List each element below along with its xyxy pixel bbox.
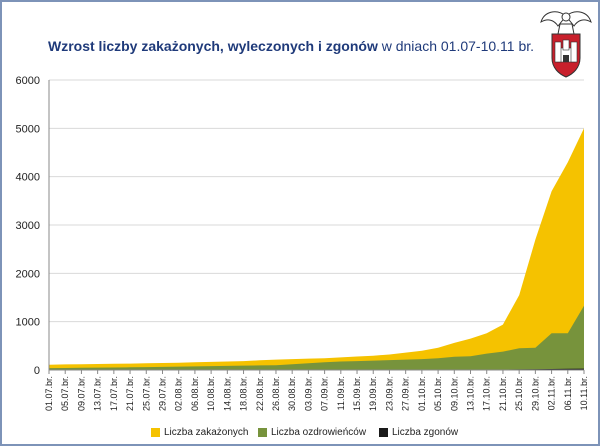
- x-tick-label: 17.10.br.: [482, 376, 492, 411]
- area-infected: [49, 128, 584, 370]
- x-tick-label: 26.08.br.: [271, 376, 281, 411]
- x-tick-label: 23.09.br.: [384, 376, 394, 411]
- x-tick-label: 19.09.br.: [368, 376, 378, 411]
- x-tick-label: 05.07.br.: [60, 376, 70, 411]
- y-tick-label: 2000: [16, 268, 40, 280]
- y-tick-label: 0: [34, 365, 40, 377]
- legend-swatch-deaths: [379, 428, 388, 437]
- legend-swatch-infected: [151, 428, 160, 437]
- legend-swatch-recovered: [258, 428, 267, 437]
- x-tick-label: 03.09.br.: [303, 376, 313, 411]
- x-tick-label: 07.09.br.: [320, 376, 330, 411]
- y-tick-label: 6000: [16, 75, 40, 87]
- legend-label-deaths: Liczba zgonów: [392, 427, 459, 438]
- chart-title-bold: Wzrost liczby zakażonych, wyleczonych i …: [48, 38, 378, 54]
- area-recovered: [49, 305, 584, 370]
- y-tick-label: 3000: [16, 220, 40, 232]
- area-chart: 0 1000 2000 3000 4000 5000 6000 01.07.br. 05.07…: [16, 75, 589, 411]
- legend-label-recovered: Liczba ozdrowieńców: [271, 427, 367, 438]
- legend-item-infected: Liczba zakażonych: [151, 427, 249, 438]
- x-tick-label: 01.07.br.: [44, 376, 54, 411]
- x-tick-label: 10.08.br.: [206, 376, 216, 411]
- x-tick-label: 02.08.br.: [174, 376, 184, 411]
- legend-item-deaths: Liczba zgonów: [379, 427, 458, 438]
- x-tick-label: 17.07.br.: [109, 376, 119, 411]
- chart-title: Wzrost liczby zakażonych, wyleczonych i …: [48, 38, 534, 54]
- x-tick-label: 05.10.br.: [433, 376, 443, 411]
- x-tick-label: 11.09.br.: [336, 376, 346, 410]
- legend-item-recovered: Liczba ozdrowieńców: [258, 427, 366, 438]
- x-tick-label: 27.09.br.: [401, 376, 411, 411]
- x-tick-label: 18.08.br.: [239, 376, 249, 411]
- x-tick-label: 01.10.br.: [417, 376, 427, 411]
- chart-legend: Liczba zakażonych Liczba ozdrowieńców Li…: [2, 424, 598, 442]
- city-crest-logo: [540, 11, 592, 78]
- x-tick-label: 06.11.br.: [563, 376, 573, 410]
- grid-lines: [49, 79, 584, 323]
- x-tick-label: 10.11.br.: [579, 376, 589, 410]
- x-tick-label: 09.07.br.: [76, 376, 86, 411]
- series-areas: [49, 128, 584, 370]
- x-tick-label: 06.08.br.: [190, 376, 200, 411]
- x-tick-label: 14.08.br.: [222, 376, 232, 411]
- x-tick-label: 13.10.br.: [466, 376, 476, 411]
- y-tick-labels: 0 1000 2000 3000 4000 5000 6000: [16, 75, 40, 377]
- x-tick-label: 15.09.br.: [352, 376, 362, 411]
- x-tick-label: 22.08.br.: [255, 376, 265, 411]
- x-tick-label: 13.07.br.: [93, 376, 103, 411]
- chart-title-rest: w dniach 01.07-10.11 br.: [377, 38, 535, 54]
- x-tick-label: 25.10.br.: [514, 376, 524, 411]
- x-tick-label: 21.07.br.: [125, 376, 135, 411]
- axes: [48, 80, 585, 374]
- x-tick-label: 25.07.br.: [141, 376, 151, 411]
- x-tick-label: 02.11.br.: [547, 376, 557, 410]
- x-tick-label: 29.07.br.: [157, 376, 167, 411]
- x-tick-label: 30.08.br.: [287, 376, 297, 411]
- y-tick-label: 1000: [16, 317, 40, 329]
- x-tick-label: 29.10.br.: [530, 376, 540, 411]
- x-tick-labels: 01.07.br. 05.07.br. 09.07.br. 13.07.br. 17.0…: [44, 376, 589, 411]
- legend-label-infected: Liczba zakażonych: [164, 427, 249, 438]
- y-tick-label: 5000: [16, 123, 40, 135]
- y-tick-label: 4000: [16, 172, 40, 184]
- x-tick-label: 21.10.br.: [498, 376, 508, 411]
- x-tick-label: 09.10.br.: [449, 376, 459, 411]
